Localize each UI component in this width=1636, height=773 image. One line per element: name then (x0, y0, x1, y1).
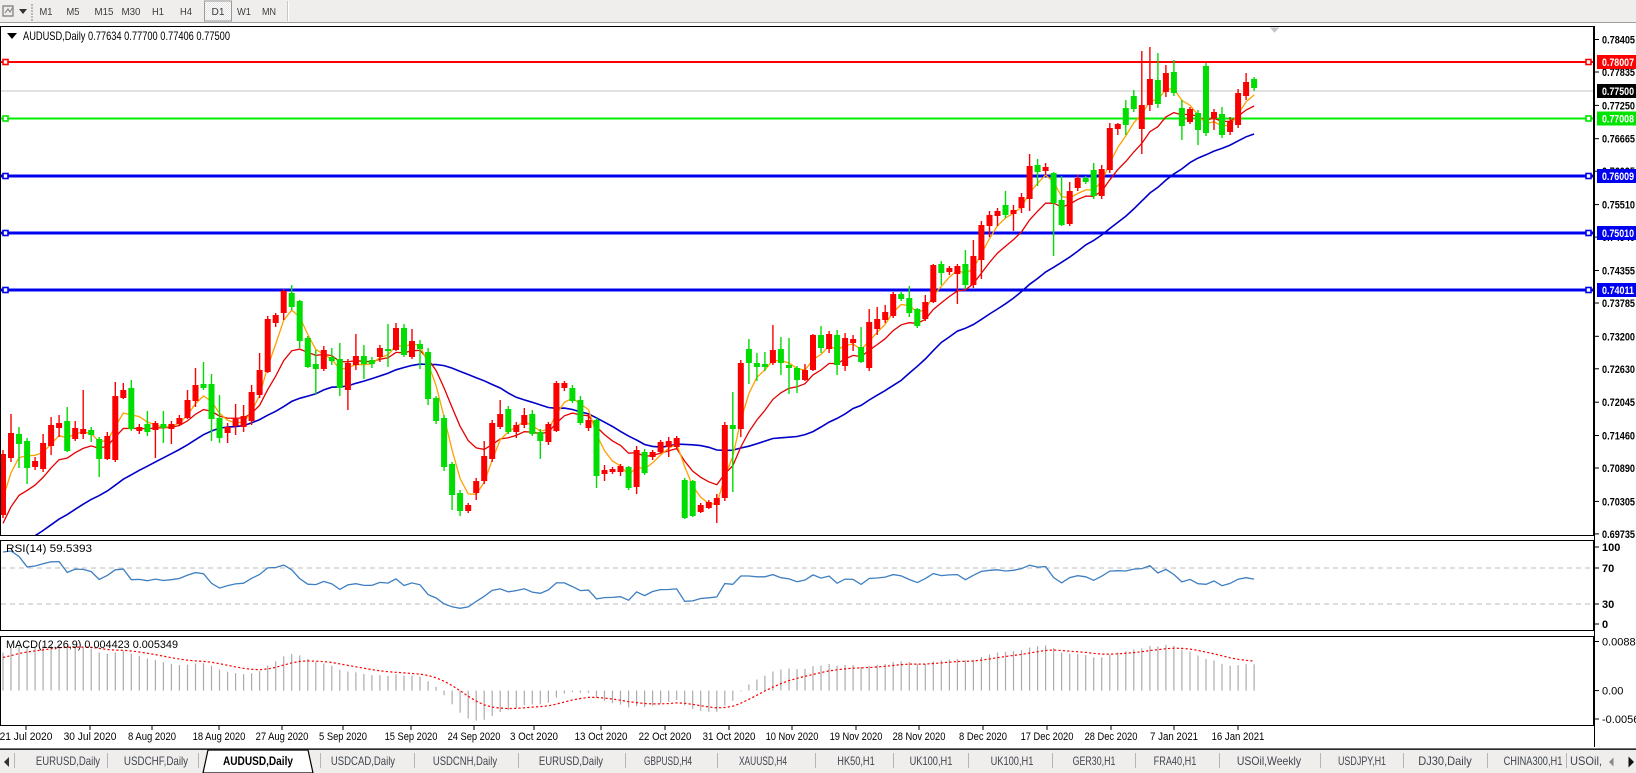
svg-text:AUDUSD,Daily 0.77634 0.77700: AUDUSD,Daily 0.77634 0.77700 0.77406 0.7… (23, 29, 230, 43)
svg-text:UK100,H1: UK100,H1 (910, 754, 953, 768)
svg-text:M15: M15 (95, 6, 114, 18)
svg-text:M30: M30 (122, 6, 141, 18)
svg-text:0.77250: 0.77250 (1602, 100, 1635, 112)
svg-text:CHINA300,H1: CHINA300,H1 (1504, 754, 1563, 768)
svg-text:USDCAD,Daily: USDCAD,Daily (331, 754, 395, 768)
svg-text:HK50,H1: HK50,H1 (837, 754, 875, 768)
svg-text:28 Nov 2020: 28 Nov 2020 (893, 731, 946, 743)
svg-text:28 Dec 2020: 28 Dec 2020 (1085, 731, 1138, 743)
svg-text:MN: MN (262, 6, 276, 18)
svg-text:0.72630: 0.72630 (1602, 364, 1635, 376)
svg-text:AUDUSD,Daily: AUDUSD,Daily (223, 754, 293, 768)
svg-text:FRA40,H1: FRA40,H1 (1154, 754, 1197, 768)
svg-text:USOil,Weekly: USOil,Weekly (1237, 754, 1301, 768)
svg-text:0.00884: 0.00884 (1602, 637, 1636, 649)
svg-text:5 Sep 2020: 5 Sep 2020 (319, 731, 367, 743)
svg-text:H4: H4 (180, 6, 192, 18)
svg-text:0.73200: 0.73200 (1602, 331, 1635, 343)
svg-text:0.74011: 0.74011 (1602, 285, 1634, 297)
svg-text:GER30,H1: GER30,H1 (1073, 754, 1116, 768)
svg-text:0.69735: 0.69735 (1602, 529, 1635, 541)
svg-text:UK100,H1: UK100,H1 (991, 754, 1034, 768)
svg-text:31 Oct 2020: 31 Oct 2020 (703, 731, 756, 743)
svg-text:70: 70 (1602, 563, 1614, 575)
svg-text:8 Aug 2020: 8 Aug 2020 (128, 731, 176, 743)
svg-text:0.78007: 0.78007 (1602, 57, 1634, 69)
svg-text:USDCHF,Daily: USDCHF,Daily (124, 754, 188, 768)
svg-text:100: 100 (1602, 542, 1620, 554)
svg-text:21 Jul 2020: 21 Jul 2020 (0, 731, 52, 743)
svg-text:EURUSD,Daily: EURUSD,Daily (36, 754, 100, 768)
svg-text:H1: H1 (152, 6, 164, 18)
svg-text:RSI(14) 59.5393: RSI(14) 59.5393 (6, 543, 92, 555)
svg-text:27 Aug 2020: 27 Aug 2020 (256, 731, 309, 743)
svg-text:0.77835: 0.77835 (1602, 67, 1635, 79)
svg-text:0.73785: 0.73785 (1602, 298, 1635, 310)
svg-text:GBPUSD,H4: GBPUSD,H4 (644, 754, 692, 768)
svg-text:USDCNH,Daily: USDCNH,Daily (433, 754, 497, 768)
svg-text:USDJPY,H1: USDJPY,H1 (1338, 754, 1386, 768)
svg-text:0.70305: 0.70305 (1602, 496, 1635, 508)
svg-text:D1: D1 (212, 6, 225, 18)
svg-text:-0.005651: -0.005651 (1602, 714, 1636, 726)
svg-text:EURUSD,Daily: EURUSD,Daily (539, 754, 603, 768)
svg-text:DJ30,Daily: DJ30,Daily (1418, 754, 1472, 768)
svg-text:30 Jul 2020: 30 Jul 2020 (64, 731, 117, 743)
svg-text:10 Nov 2020: 10 Nov 2020 (766, 731, 819, 743)
svg-text:0.77008: 0.77008 (1602, 114, 1634, 126)
svg-text:M1: M1 (40, 6, 53, 18)
svg-text:M5: M5 (67, 6, 80, 18)
svg-text:17 Dec 2020: 17 Dec 2020 (1021, 731, 1074, 743)
svg-text:0.70890: 0.70890 (1602, 463, 1635, 475)
svg-text:MACD(12,26,9) 0.004423 0.00534: MACD(12,26,9) 0.004423 0.005349 (6, 639, 178, 651)
svg-text:0.71460: 0.71460 (1602, 431, 1635, 443)
svg-text:0.74355: 0.74355 (1602, 266, 1635, 278)
svg-text:30: 30 (1602, 599, 1614, 611)
svg-text:W1: W1 (237, 6, 251, 18)
svg-text:0.76009: 0.76009 (1602, 171, 1634, 183)
svg-text:0.72045: 0.72045 (1602, 397, 1635, 409)
svg-text:18 Aug 2020: 18 Aug 2020 (193, 731, 246, 743)
svg-text:0: 0 (1602, 619, 1608, 631)
svg-text:XAUUSD,H4: XAUUSD,H4 (739, 754, 787, 768)
svg-text:16 Jan 2021: 16 Jan 2021 (1212, 731, 1265, 743)
svg-text:0.00: 0.00 (1602, 686, 1623, 698)
svg-text:22 Oct 2020: 22 Oct 2020 (639, 731, 692, 743)
svg-text:0.76665: 0.76665 (1602, 134, 1635, 146)
svg-text:15 Sep 2020: 15 Sep 2020 (385, 731, 438, 743)
svg-text:0.75010: 0.75010 (1602, 228, 1634, 240)
svg-text:USOil,: USOil, (1570, 754, 1602, 768)
svg-text:19 Nov 2020: 19 Nov 2020 (830, 731, 883, 743)
svg-text:24 Sep 2020: 24 Sep 2020 (448, 731, 501, 743)
svg-text:0.75510: 0.75510 (1602, 200, 1635, 212)
svg-text:0.77500: 0.77500 (1602, 86, 1634, 98)
svg-text:3 Oct 2020: 3 Oct 2020 (510, 731, 558, 743)
svg-text:0.78405: 0.78405 (1602, 35, 1635, 47)
svg-text:13 Oct 2020: 13 Oct 2020 (575, 731, 628, 743)
svg-text:7 Jan 2021: 7 Jan 2021 (1150, 731, 1198, 743)
svg-text:8 Dec 2020: 8 Dec 2020 (959, 731, 1007, 743)
